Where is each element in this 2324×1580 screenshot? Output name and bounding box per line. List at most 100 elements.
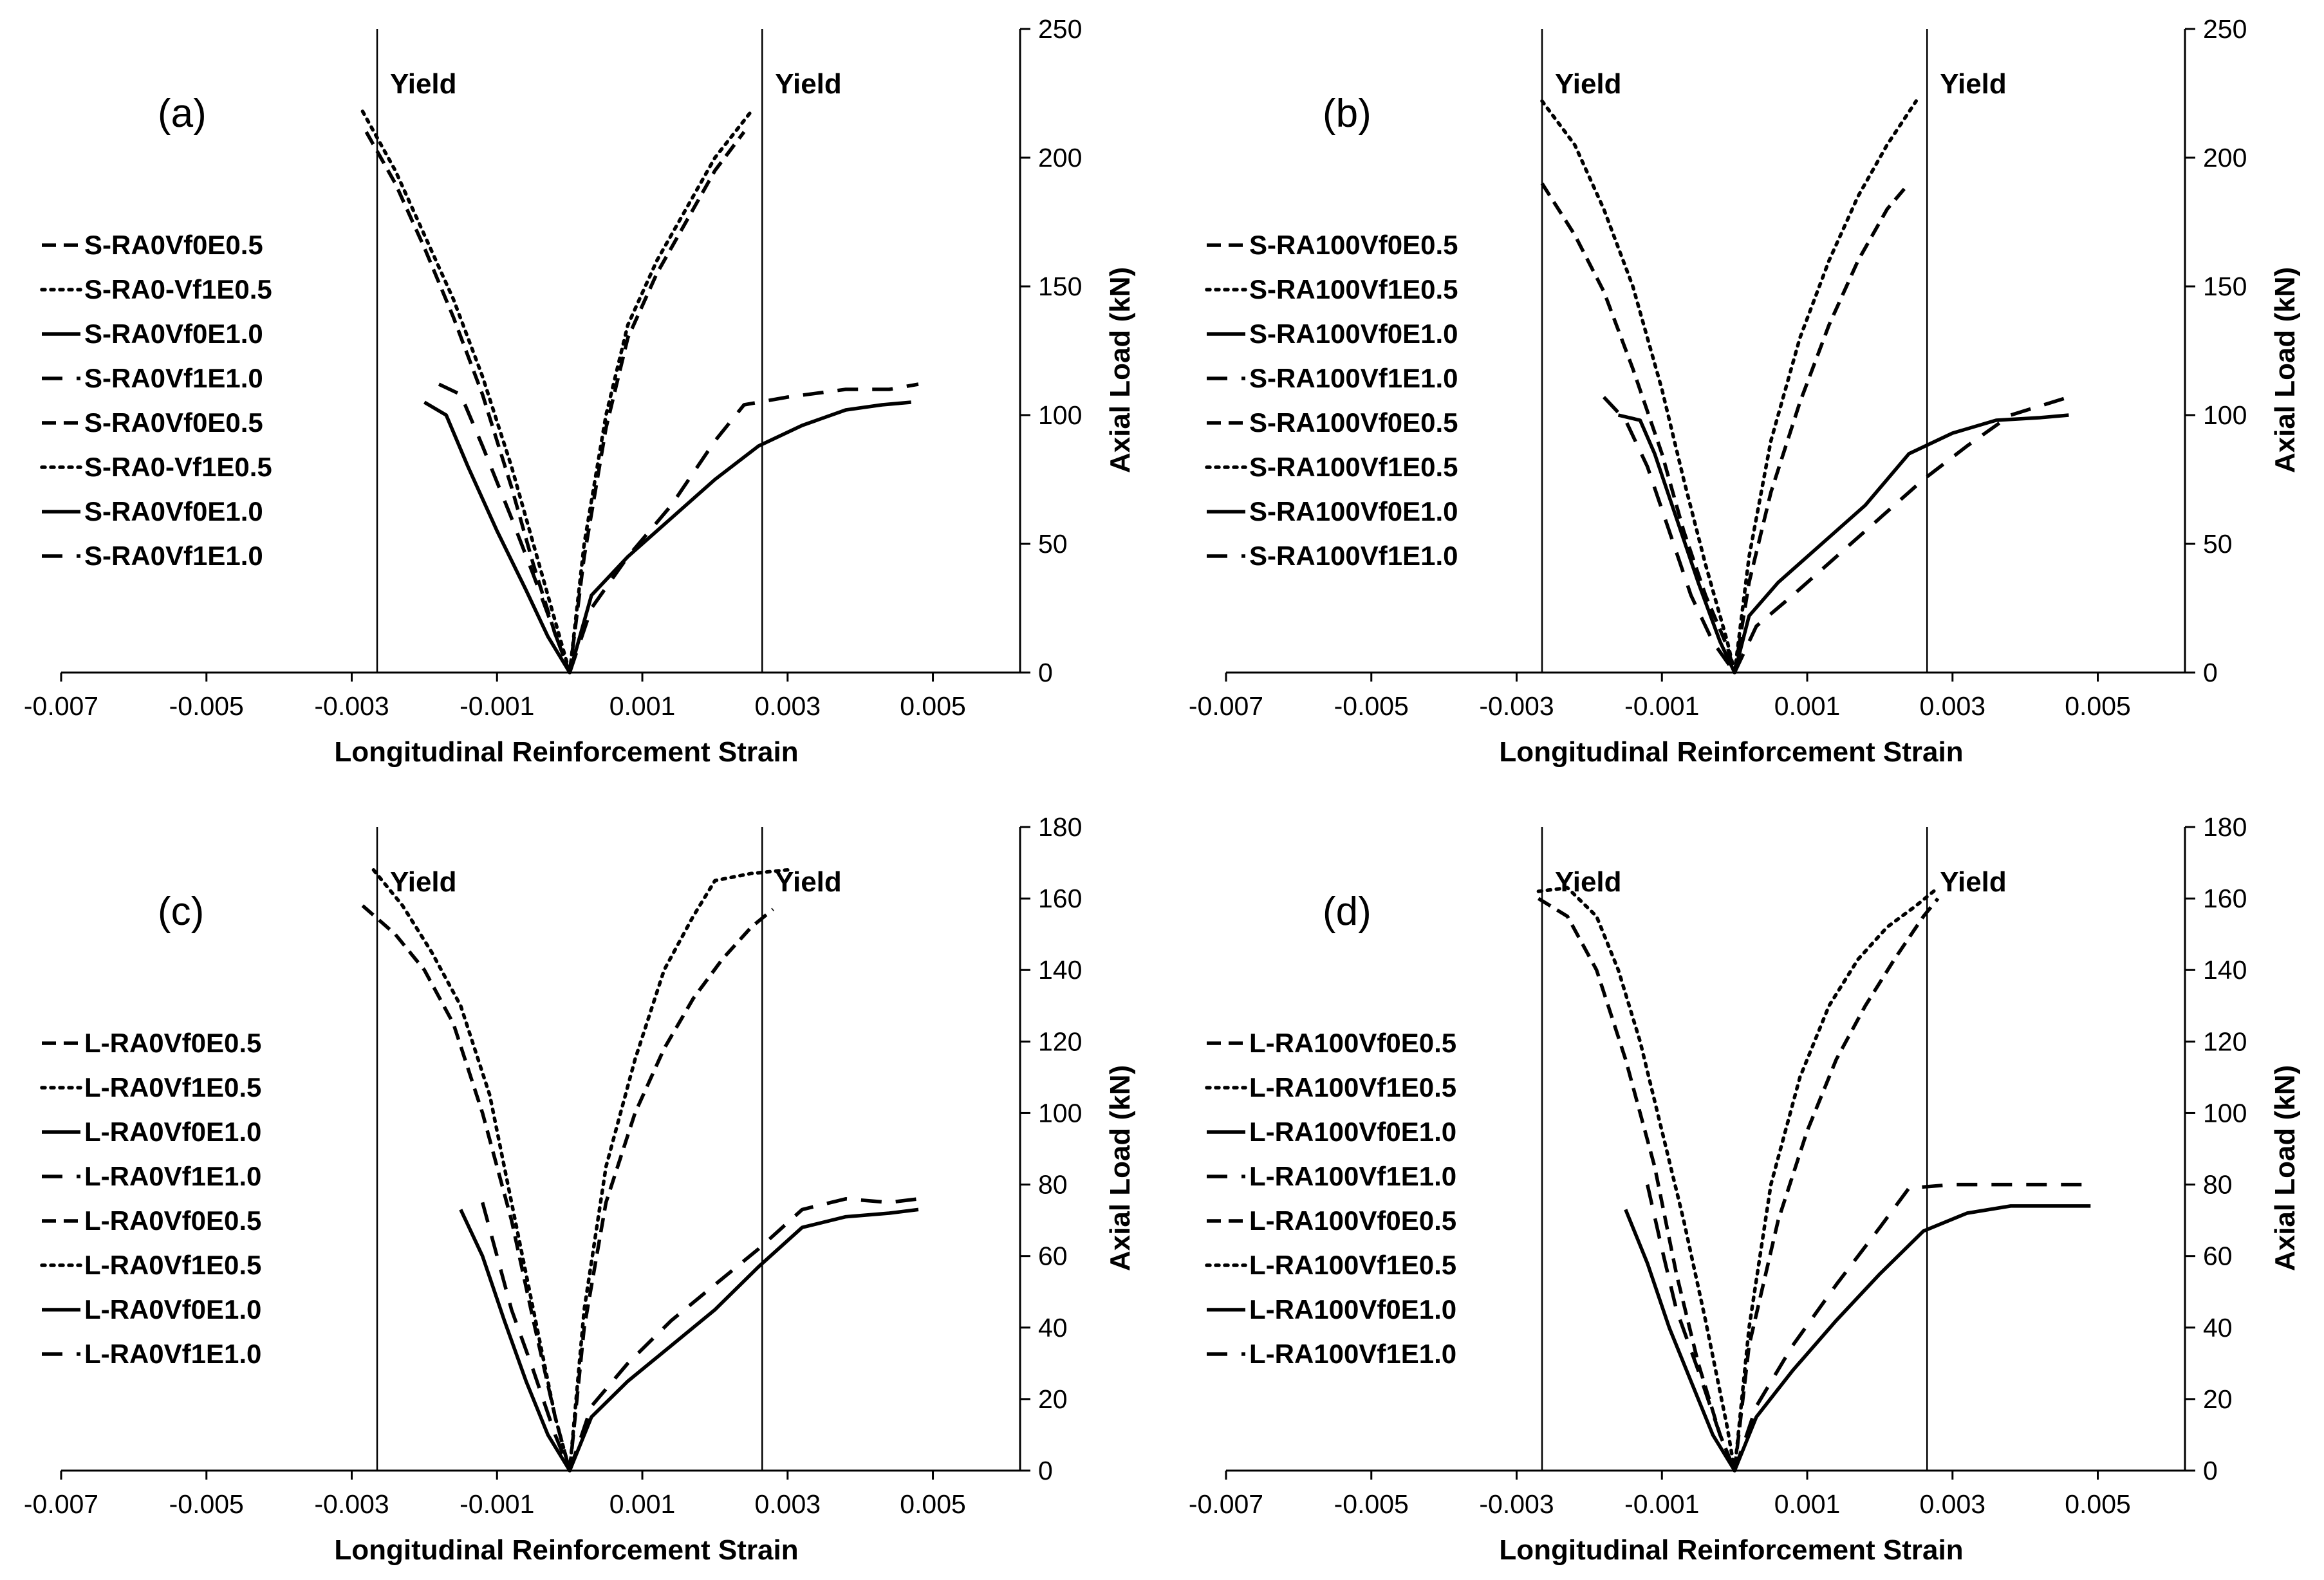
y-tick-label: 60 — [2203, 1241, 2233, 1271]
y-tick-label: 140 — [2203, 955, 2247, 985]
series-line — [371, 868, 572, 1473]
panel-label: (a) — [158, 91, 207, 136]
y-axis-title: Axial Load (kN) — [2269, 267, 2301, 473]
y-tick-label: 50 — [1038, 529, 1068, 559]
x-tick-label: 0.001 — [609, 1489, 676, 1519]
panel-label: (b) — [1323, 91, 1371, 136]
x-tick-label: -0.003 — [1479, 691, 1554, 721]
x-tick-label: -0.005 — [1334, 1489, 1409, 1519]
x-tick-label: 0.001 — [1774, 691, 1841, 721]
x-tick-label: -0.001 — [460, 1489, 534, 1519]
legend-label: L-RA0Vf1E0.5 — [84, 1072, 261, 1102]
series-line — [568, 109, 754, 674]
y-tick-label: 0 — [2203, 1456, 2218, 1485]
legend-label: L-RA100Vf1E1.0 — [1249, 1161, 1456, 1191]
series-line — [1733, 1204, 2091, 1472]
x-tick-label: 0.005 — [2065, 1489, 2131, 1519]
legend-label: S-RA0Vf1E1.0 — [84, 541, 263, 571]
y-tick-label: 200 — [2203, 143, 2247, 172]
series-line — [1602, 396, 1736, 674]
series-line — [481, 1202, 572, 1472]
legend-label: L-RA100Vf1E1.0 — [1249, 1339, 1456, 1369]
legend-label: L-RA0Vf1E1.0 — [84, 1339, 261, 1369]
yield-label: Yield — [1555, 866, 1622, 898]
panel-label: (d) — [1323, 889, 1371, 934]
series-line — [1540, 182, 1736, 673]
x-tick-label: -0.005 — [1334, 691, 1409, 721]
y-tick-label: 80 — [2203, 1170, 2233, 1200]
x-tick-label: 0.003 — [1919, 691, 1985, 721]
series-line — [364, 131, 572, 673]
series-line — [1733, 413, 2069, 673]
series-line — [1646, 1184, 1736, 1472]
legend-label: L-RA0Vf0E1.0 — [84, 1294, 261, 1324]
series-line — [423, 400, 572, 674]
y-tick-label: 100 — [1038, 1098, 1082, 1128]
y-tick-label: 40 — [1038, 1313, 1068, 1343]
y-tick-label: 150 — [1038, 272, 1082, 301]
x-tick-label: -0.005 — [169, 691, 244, 721]
x-tick-label: -0.003 — [314, 1489, 389, 1519]
legend-label: L-RA100Vf1E0.5 — [1249, 1072, 1456, 1102]
y-tick-label: 60 — [1038, 1241, 1068, 1271]
y-tick-label: 20 — [1038, 1384, 1068, 1414]
y-tick-label: 160 — [2203, 884, 2247, 913]
y-tick-label: 180 — [2203, 812, 2247, 842]
yield-label: Yield — [390, 68, 457, 100]
series-line — [1733, 395, 2070, 674]
yield-label: Yield — [1940, 866, 2007, 898]
y-axis-title: Axial Load (kN) — [2269, 1065, 2301, 1271]
series-line — [1733, 897, 1940, 1471]
series-line — [568, 868, 790, 1473]
y-tick-label: 100 — [2203, 1098, 2247, 1128]
x-axis-title: Longitudinal Reinforcement Strain — [1499, 1534, 1963, 1566]
series-line — [361, 904, 572, 1471]
panel-d: -0.007 -0.005 -0.003 -0.001 0.001 0.003 0.005 L… — [1189, 812, 2301, 1566]
series-line — [1733, 182, 1911, 673]
series-line — [568, 1197, 919, 1471]
x-tick-label: 0.001 — [1774, 1489, 1841, 1519]
legend-label: S-RA0Vf1E1.0 — [84, 363, 263, 393]
y-tick-label: 20 — [2203, 1384, 2233, 1414]
legend-label: L-RA100Vf1E0.5 — [1249, 1250, 1456, 1280]
legend-label: S-RA0Vf0E1.0 — [84, 319, 263, 349]
legend-label: S-RA100Vf0E1.0 — [1249, 496, 1458, 526]
series-line — [568, 382, 919, 673]
y-tick-label: 140 — [1038, 955, 1082, 985]
y-tick-label: 80 — [1038, 1170, 1068, 1200]
x-tick-label: -0.001 — [460, 691, 534, 721]
y-tick-label: 120 — [2203, 1027, 2247, 1056]
series-line — [1537, 897, 1736, 1472]
series-line — [568, 907, 774, 1471]
panel-label: (c) — [158, 889, 204, 934]
legend-label: S-RA0-Vf1E0.5 — [84, 274, 272, 304]
y-tick-label: 160 — [1038, 884, 1082, 913]
legend-label: L-RA0Vf1E1.0 — [84, 1161, 261, 1191]
y-tick-label: 0 — [1038, 658, 1053, 687]
yield-label: Yield — [1555, 68, 1622, 100]
x-tick-label: 0.003 — [754, 1489, 821, 1519]
y-axis-title: Axial Load (kN) — [1104, 1065, 1136, 1271]
y-tick-label: 100 — [1038, 400, 1082, 430]
series-line — [459, 1209, 572, 1472]
x-tick-label: -0.001 — [1624, 1489, 1699, 1519]
x-tick-label: -0.007 — [24, 691, 98, 721]
x-tick-label: 0.005 — [2065, 691, 2131, 721]
y-tick-label: 200 — [1038, 143, 1082, 172]
y-tick-label: 120 — [1038, 1027, 1082, 1056]
y-tick-label: 180 — [1038, 812, 1082, 842]
x-tick-label: -0.003 — [314, 691, 389, 721]
x-axis-title: Longitudinal Reinforcement Strain — [334, 1534, 798, 1566]
series-line — [1536, 886, 1736, 1473]
legend-label: L-RA100Vf0E0.5 — [1249, 1028, 1456, 1058]
legend-label: S-RA100Vf0E0.5 — [1249, 407, 1458, 438]
legend-label: L-RA0Vf0E0.5 — [84, 1028, 261, 1058]
y-tick-label: 100 — [2203, 400, 2247, 430]
x-tick-label: -0.001 — [1624, 691, 1699, 721]
series-line — [438, 382, 572, 673]
panel-c: -0.007 -0.005 -0.003 -0.001 0.001 0.003 0.005 L… — [24, 812, 1136, 1566]
x-tick-label: -0.007 — [1189, 1489, 1263, 1519]
legend-label: L-RA100Vf0E1.0 — [1249, 1117, 1456, 1147]
legend-label: S-RA100Vf1E0.5 — [1249, 452, 1458, 482]
